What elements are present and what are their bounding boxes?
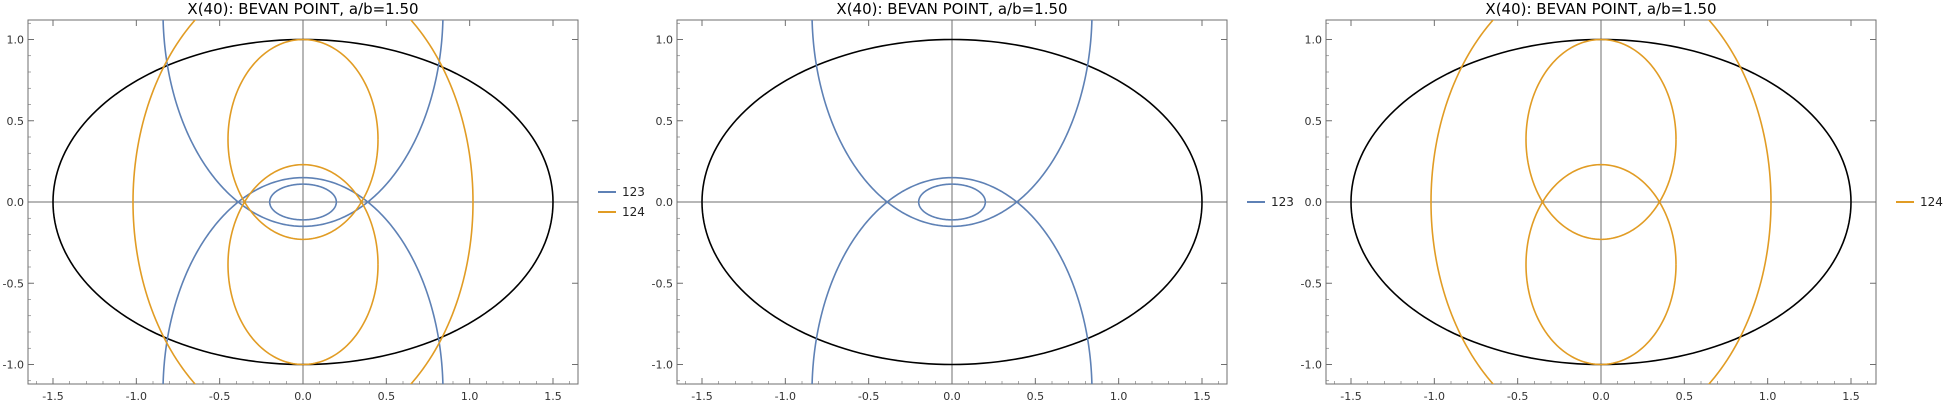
chart-svg: X(40): BEVAN POINT, a/b=1.50 -1.5 -1.0 -0.5… xyxy=(649,0,1298,406)
legend-label-124: 124 xyxy=(622,205,645,219)
chart-title: X(40): BEVAN POINT, a/b=1.50 xyxy=(1485,0,1716,18)
y-tick-label: 1.0 xyxy=(7,34,25,47)
chart-panel-2: X(40): BEVAN POINT, a/b=1.50 -1.5 -1.0 -0.5… xyxy=(649,0,1298,406)
y-tick-label: 0.5 xyxy=(1305,115,1323,128)
x-tick-label: 1.5 xyxy=(1193,390,1211,403)
chart-title: X(40): BEVAN POINT, a/b=1.50 xyxy=(836,0,1067,18)
x-tick-label: 1.5 xyxy=(544,390,562,403)
legend-label-123: 123 xyxy=(1271,195,1294,209)
x-tick-label: 0.5 xyxy=(1676,390,1694,403)
x-tick-label: 0.5 xyxy=(378,390,396,403)
y-tick-label: -1.0 xyxy=(1301,359,1322,372)
legend-label-123: 123 xyxy=(622,185,645,199)
y-tick-label: 1.0 xyxy=(1305,34,1323,47)
y-tick-label: 0.0 xyxy=(656,196,674,209)
x-tick-label: -1.5 xyxy=(1340,390,1361,403)
x-tick-label: -1.0 xyxy=(126,390,147,403)
x-tick-label: 1.0 xyxy=(1110,390,1128,403)
y-tick-label: -0.5 xyxy=(1301,277,1322,290)
x-tick-label: -1.5 xyxy=(42,390,63,403)
y-tick-label: -0.5 xyxy=(652,277,673,290)
chart-panel-1: X(40): BEVAN POINT, a/b=1.50 -1.5 -1.0 -0.5… xyxy=(0,0,649,406)
x-tick-label: 0.0 xyxy=(1592,390,1610,403)
x-tick-label: 0.0 xyxy=(943,390,961,403)
x-tick-label: -1.5 xyxy=(691,390,712,403)
y-tick-label: -1.0 xyxy=(652,359,673,372)
x-tick-label: 1.0 xyxy=(1759,390,1777,403)
x-tick-label: -0.5 xyxy=(209,390,230,403)
x-tick-label: -0.5 xyxy=(858,390,879,403)
x-tick-label: 1.0 xyxy=(461,390,479,403)
y-tick-label: 0.0 xyxy=(1305,196,1323,209)
legend-label-124: 124 xyxy=(1920,195,1943,209)
chart-svg: X(40): BEVAN POINT, a/b=1.50 -1.5 -1.0 -0.5… xyxy=(0,0,649,406)
y-tick-label: 0.0 xyxy=(7,196,25,209)
x-tick-label: -0.5 xyxy=(1507,390,1528,403)
y-tick-label: 0.5 xyxy=(7,115,25,128)
x-tick-label: -1.0 xyxy=(775,390,796,403)
chart-panel-3: X(40): BEVAN POINT, a/b=1.50 -1.5 -1.0 -0.5… xyxy=(1298,0,1947,406)
y-tick-label: 0.5 xyxy=(656,115,674,128)
y-tick-label: -0.5 xyxy=(3,277,24,290)
y-tick-label: -1.0 xyxy=(3,359,24,372)
x-tick-label: 0.0 xyxy=(294,390,312,403)
x-tick-label: 1.5 xyxy=(1842,390,1860,403)
y-tick-label: 1.0 xyxy=(656,34,674,47)
x-tick-label: 0.5 xyxy=(1027,390,1045,403)
chart-title: X(40): BEVAN POINT, a/b=1.50 xyxy=(187,0,418,18)
chart-svg: X(40): BEVAN POINT, a/b=1.50 -1.5 -1.0 -0.5… xyxy=(1298,0,1947,406)
x-tick-label: -1.0 xyxy=(1424,390,1445,403)
